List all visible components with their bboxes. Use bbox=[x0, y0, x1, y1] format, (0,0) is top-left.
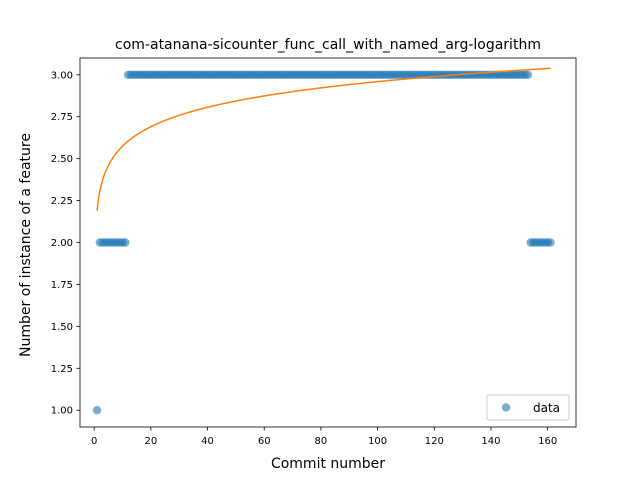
y-tick-label: 1.75 bbox=[51, 280, 73, 291]
data-point bbox=[523, 70, 533, 79]
plot-area bbox=[79, 57, 577, 428]
y-axis: 1.00 1.25 1.50 1.75 2.00 2.25 2.50 2.75 3.00 bbox=[51, 70, 80, 417]
x-tick-label: 80 bbox=[315, 436, 328, 447]
data-point bbox=[546, 238, 555, 247]
y-tick-label: 2.00 bbox=[51, 238, 73, 249]
x-axis-title: Commit number bbox=[271, 456, 385, 472]
legend-label-data: data bbox=[533, 401, 560, 415]
legend-marker-data bbox=[501, 403, 511, 412]
data-point bbox=[121, 238, 130, 247]
y-axis-title: Number of instance of a feature bbox=[18, 133, 34, 357]
y-tick-label: 2.25 bbox=[51, 196, 73, 207]
x-tick-label: 140 bbox=[481, 436, 500, 447]
legend-frame bbox=[486, 394, 570, 421]
y-tick-label: 1.50 bbox=[51, 322, 73, 333]
x-axis: 0 20 40 60 80 100 120 140 160 bbox=[91, 427, 557, 447]
fit-line bbox=[96, 67, 551, 211]
x-tick-label: 120 bbox=[425, 436, 444, 447]
y-tick-label: 2.75 bbox=[51, 112, 73, 123]
legend: data bbox=[486, 394, 570, 421]
data-point bbox=[92, 406, 102, 415]
x-tick-label: 0 bbox=[91, 436, 97, 447]
x-tick-label: 60 bbox=[258, 436, 271, 447]
x-tick-label: 20 bbox=[144, 436, 157, 447]
data-series bbox=[92, 70, 555, 415]
x-tick-label: 40 bbox=[201, 436, 214, 447]
y-tick-label: 3.00 bbox=[51, 70, 73, 81]
chart-title: com-atanana-sicounter_func_call_with_nam… bbox=[115, 37, 541, 53]
x-tick-label: 160 bbox=[538, 436, 557, 447]
y-tick-label: 1.00 bbox=[51, 406, 73, 417]
x-tick-label: 100 bbox=[368, 436, 387, 447]
y-tick-label: 2.50 bbox=[51, 154, 73, 165]
y-tick-label: 1.25 bbox=[51, 364, 73, 375]
